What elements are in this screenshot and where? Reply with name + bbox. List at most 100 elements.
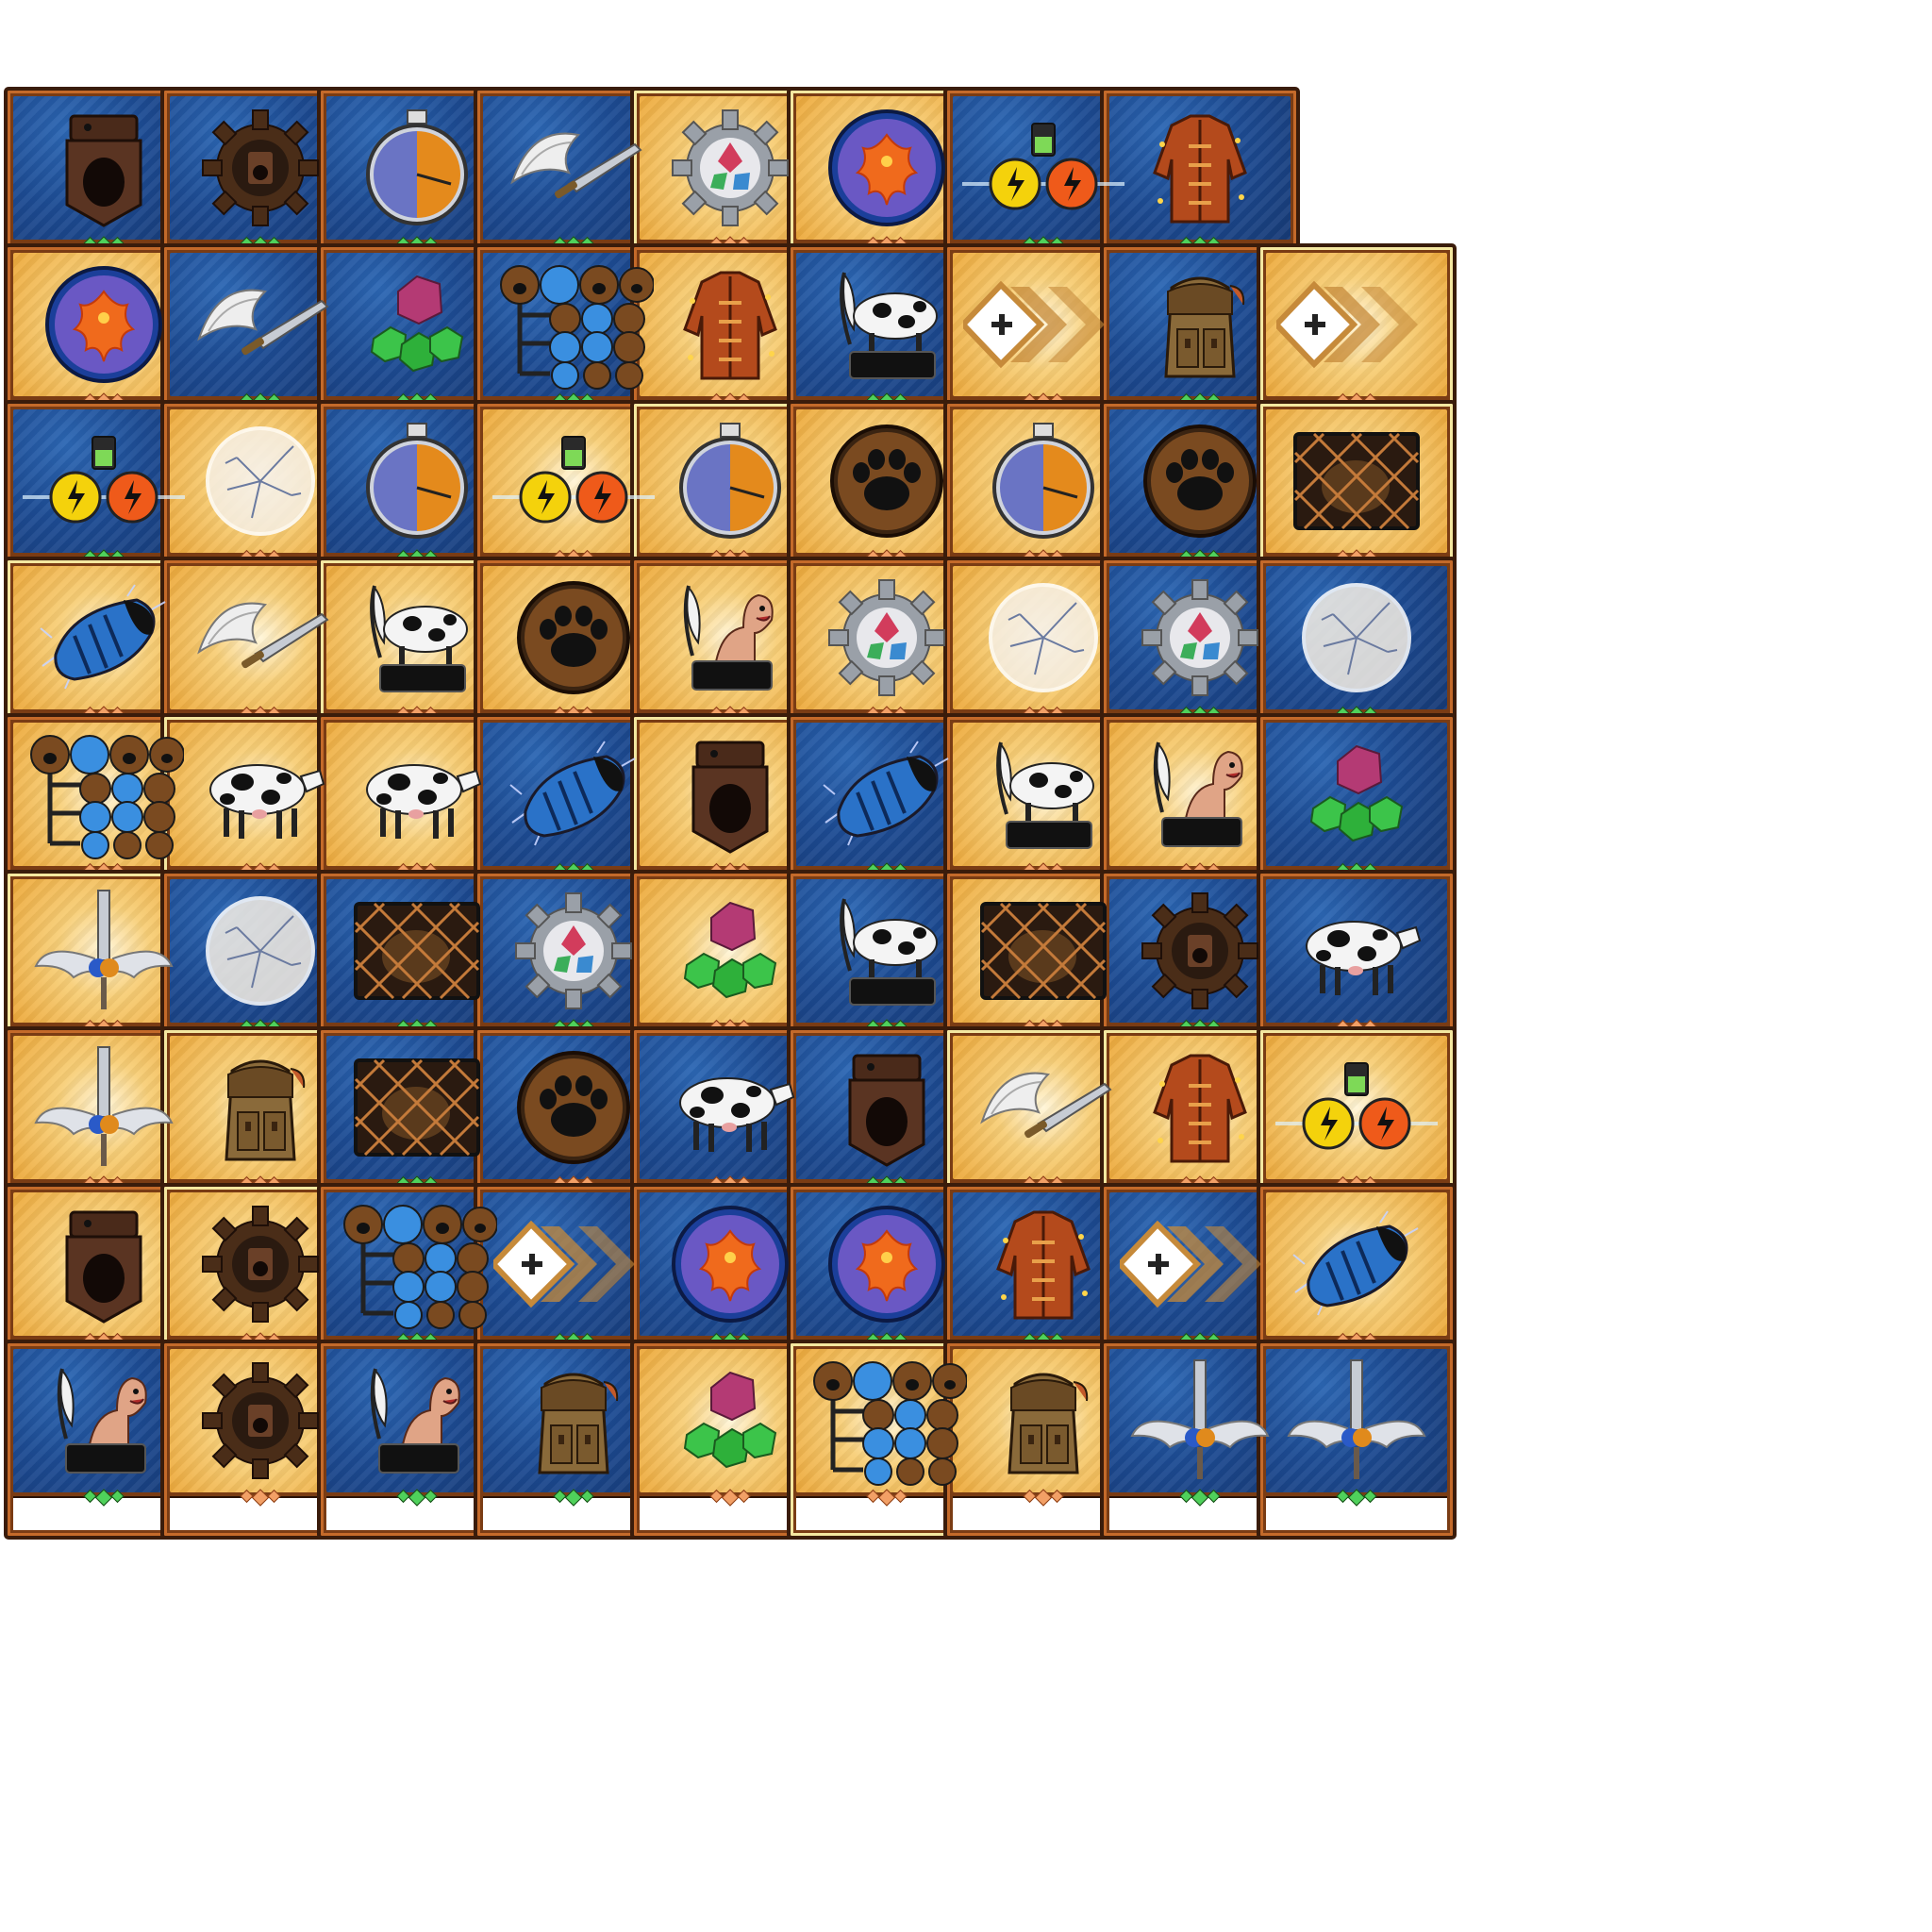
winged-sword-icon [180,273,341,376]
item-art [170,1349,351,1492]
backpack-icon [204,1046,317,1169]
paw-tree-icon [24,728,184,860]
item-art [640,1036,821,1179]
rarity-gems [866,1489,908,1507]
item-art [1266,1036,1447,1179]
item-art [483,1036,664,1179]
winged-blade-icon [1281,1355,1432,1487]
holster-icon [678,733,782,856]
item-card[interactable] [160,400,360,600]
item-art [483,566,664,709]
winged-sword-icon [493,116,654,220]
winged-sword-icon [963,1056,1124,1159]
cow-feather-icon [346,576,488,699]
gear-gem-icon [512,890,635,1012]
charged-cocoon-icon [33,581,175,694]
item-art [953,879,1134,1023]
item-art [796,723,977,866]
charged-cocoon-icon [816,738,958,851]
item-art [953,566,1134,709]
charged-cocoon-icon [1286,1208,1427,1321]
item-art [170,723,351,866]
item-card[interactable] [943,87,1143,287]
item-art [326,1036,508,1179]
item-art [796,96,977,240]
rarity-gem-icon [893,1489,908,1504]
rarity-gem-icon [737,1489,751,1504]
item-art [796,879,977,1023]
winged-sword-icon [180,586,341,690]
rarity-gems [240,1489,281,1507]
winged-blade-icon [28,885,179,1017]
jacket-icon [674,263,787,386]
item-art [1266,1349,1447,1492]
item-art [483,879,664,1023]
gear-holster-icon [1139,890,1261,1012]
net-trap-icon [1286,425,1427,538]
item-art [1109,566,1291,709]
item-card[interactable] [787,1340,987,1540]
item-card[interactable] [1257,243,1457,443]
paw-tree-icon [337,1198,497,1330]
item-card[interactable] [317,870,517,1070]
item-art [483,253,664,396]
cow-feather-icon [973,733,1114,856]
plus-chevrons-icon [1276,277,1437,372]
item-art [796,1192,977,1336]
item-art [13,409,194,553]
winged-blade-icon [1124,1355,1275,1487]
item-art [640,409,821,553]
net-trap-icon [346,894,488,1008]
gear-gem-icon [825,576,948,699]
rarity-gem-icon [580,1489,594,1504]
jacket-icon [1143,107,1257,229]
cow-feather-icon [816,263,958,386]
item-art [326,566,508,709]
rarity-gem-icon [408,1489,426,1507]
phoenix-icon [825,107,948,229]
item-art [13,566,194,709]
item-card[interactable] [1257,1340,1457,1540]
item-art [1109,879,1291,1023]
phoenix-icon [42,263,165,386]
item-art [796,253,977,396]
cow-icon [1286,899,1427,1003]
item-card[interactable] [787,400,987,600]
worm-feather-icon [38,1359,170,1482]
rarity-gems [1023,1489,1064,1507]
item-art [1109,723,1291,866]
stopwatch-icon [674,420,787,542]
phoenix-icon [669,1203,791,1325]
battery-lightning-icon [19,429,189,533]
winged-blade-icon [28,1041,179,1174]
stopwatch-icon [987,420,1100,542]
item-art [1266,566,1447,709]
worm-feather-icon [1134,733,1266,856]
item-card[interactable] [1100,1340,1300,1540]
gear-holster-icon [199,1359,322,1482]
item-art [953,96,1134,240]
gem-cluster-icon [674,890,787,1012]
item-card[interactable] [160,1183,360,1383]
item-art [483,409,664,553]
holster-icon [835,1046,939,1169]
worm-feather-icon [351,1359,483,1482]
item-art [796,566,977,709]
item-art [170,409,351,553]
paw-orb-icon [512,1046,635,1169]
cow-feather-icon [816,890,958,1012]
item-art [170,879,351,1023]
rarity-gem-icon [877,1489,896,1507]
holster-icon [52,1203,156,1325]
cow-icon [346,742,488,846]
rarity-gem-icon [564,1489,583,1507]
jacket-icon [1143,1046,1257,1169]
rarity-gem-icon [110,1489,125,1504]
backpack-icon [1143,263,1257,386]
item-card[interactable] [1257,1026,1457,1226]
worm-feather-icon [664,576,796,699]
paw-orb-icon [512,576,635,699]
gem-cluster-icon [1300,733,1413,856]
plus-chevrons-icon [963,277,1124,372]
